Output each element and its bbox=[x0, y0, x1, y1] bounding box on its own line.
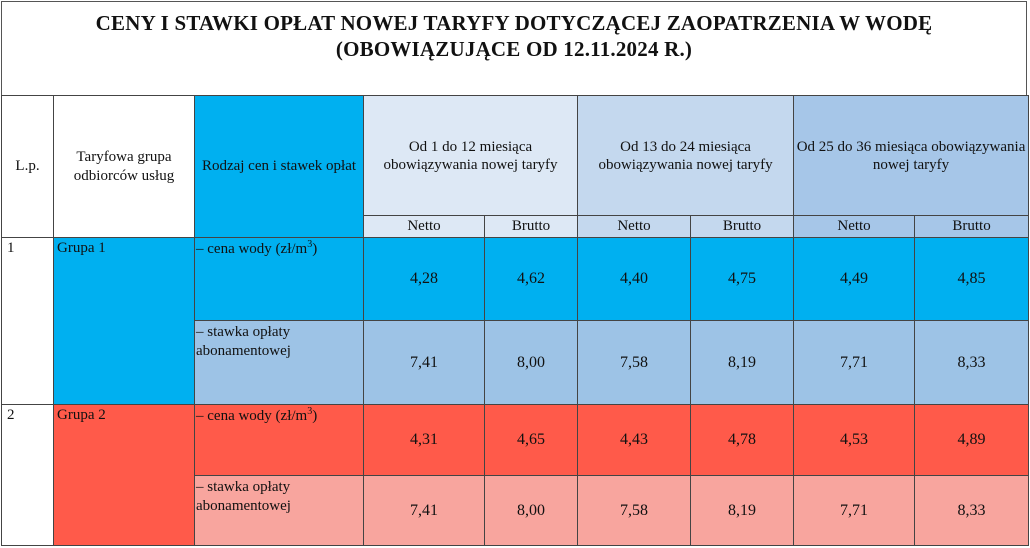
value-cell: 4,49 bbox=[793, 237, 916, 321]
value-cell: 4,40 bbox=[577, 237, 692, 321]
header-period-1: Od 1 do 12 miesiąca obowiązywania nowej … bbox=[362, 95, 579, 216]
group-name: Grupa 1 bbox=[53, 237, 195, 405]
tariff-table: L.p. Taryfowa grupa odbiorców usług Rodz… bbox=[1, 95, 1030, 546]
table-row: – stawka opłaty abonamentowej 7,41 8,00 … bbox=[2, 475, 1030, 546]
header-group: Taryfowa grupa odbiorców usług bbox=[53, 95, 195, 238]
value-cell: 8,33 bbox=[914, 475, 1030, 546]
kind-label: – cena wody (zł/m3) bbox=[194, 404, 364, 476]
value-cell: 4,65 bbox=[483, 404, 579, 476]
header-kind-label: Rodzaj cen i stawek opłat bbox=[201, 158, 357, 174]
table-row: 1 Grupa 1 – cena wody (zł/m3) 4,28 4,62 … bbox=[1, 237, 1030, 405]
kind-label: – stawka opłaty abonamentowej bbox=[194, 475, 364, 546]
table-row: – stawka opłaty abonamentowej 7,41 8,00 … bbox=[2, 320, 1030, 405]
title-box: CENY I STAWKI OPŁAT NOWEJ TARYFY DOTYCZĄ… bbox=[1, 1, 1027, 95]
value-cell: 4,28 bbox=[363, 237, 485, 321]
kind-suffix: ) bbox=[312, 241, 318, 257]
subheader-brutto-3: Brutto bbox=[914, 215, 1030, 238]
group-name: Grupa 2 bbox=[53, 404, 195, 546]
kind-label: – cena wody (zł/m3) bbox=[194, 237, 364, 321]
subheader-brutto-1: Brutto bbox=[483, 215, 579, 238]
subheader-brutto-2: Brutto bbox=[690, 215, 795, 238]
value-cell: 7,58 bbox=[577, 320, 692, 405]
kind-suffix: ) bbox=[312, 408, 318, 424]
value-cell: 7,71 bbox=[793, 475, 916, 546]
header-lp: L.p. bbox=[1, 95, 54, 238]
value-cell: 8,33 bbox=[914, 320, 1030, 405]
table-row: 2 Grupa 2 – cena wody (zł/m3) 4,31 4,65 … bbox=[1, 404, 1030, 546]
kind-sup: 3 bbox=[307, 239, 313, 250]
kind-text: – cena wody (zł/m bbox=[196, 241, 308, 257]
subheader-netto-2: Netto bbox=[577, 215, 692, 238]
header-group-label: Taryfowa grupa odbiorców usług bbox=[73, 148, 175, 184]
subheader-netto-3: Netto bbox=[793, 215, 916, 238]
row-number: 1 bbox=[1, 237, 54, 405]
value-cell: 4,85 bbox=[914, 237, 1030, 321]
title-line-1: CENY I STAWKI OPŁAT NOWEJ TARYFY DOTYCZĄ… bbox=[95, 11, 933, 35]
header-period-3: Od 25 do 36 miesiąca obowiązywania nowej… bbox=[793, 95, 1030, 216]
subheader-row: Netto Brutto Netto Brutto Netto Brutto bbox=[2, 215, 1030, 238]
value-cell: 4,75 bbox=[690, 237, 795, 321]
header-kind: Rodzaj cen i stawek opłat bbox=[194, 95, 364, 238]
value-cell: 8,19 bbox=[690, 475, 795, 546]
header-period-2: Od 13 do 24 miesiąca obowiązywania nowej… bbox=[577, 95, 795, 216]
value-cell: 7,41 bbox=[363, 320, 485, 405]
value-cell: 4,53 bbox=[793, 404, 916, 476]
kind-label: – stawka opłaty abonamentowej bbox=[194, 320, 364, 405]
header-row: L.p. Taryfowa grupa odbiorców usług Rodz… bbox=[1, 95, 1030, 238]
row-number: 2 bbox=[1, 404, 54, 546]
value-cell: 7,71 bbox=[793, 320, 916, 405]
subheader-netto-1: Netto bbox=[363, 215, 485, 238]
value-cell: 4,43 bbox=[577, 404, 692, 476]
value-cell: 7,58 bbox=[577, 475, 692, 546]
value-cell: 8,00 bbox=[483, 475, 579, 546]
kind-sup: 3 bbox=[307, 406, 313, 417]
value-cell: 8,19 bbox=[690, 320, 795, 405]
kind-text: – cena wody (zł/m bbox=[196, 408, 308, 424]
value-cell: 4,62 bbox=[483, 237, 579, 321]
value-cell: 7,41 bbox=[363, 475, 485, 546]
value-cell: 4,31 bbox=[363, 404, 485, 476]
title-line-2: (OBOWIĄZUJĄCE OD 12.11.2024 R.) bbox=[335, 37, 693, 61]
value-cell: 4,89 bbox=[914, 404, 1030, 476]
value-cell: 8,00 bbox=[483, 320, 579, 405]
value-cell: 4,78 bbox=[690, 404, 795, 476]
